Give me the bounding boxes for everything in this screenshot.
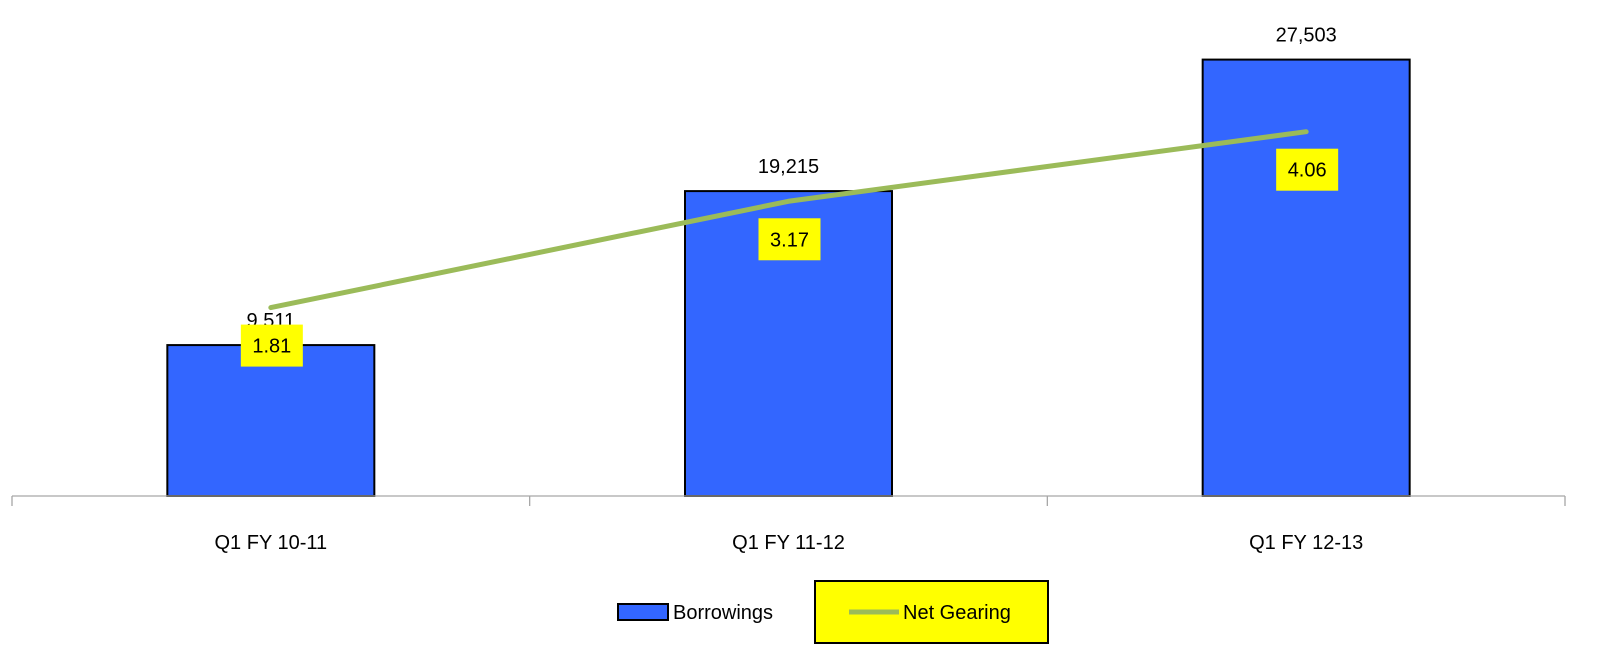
x-tick-label: Q1 FY 10-11: [215, 532, 328, 554]
bar-borrowings: [1201, 58, 1411, 497]
bar-data-label: 27,503: [1276, 25, 1337, 47]
line-data-label: 3.17: [770, 229, 809, 251]
legend-swatch-borrowings: [617, 603, 669, 621]
x-tick-label: Q1 FY 12-13: [1249, 532, 1363, 554]
line-data-label-box: [758, 218, 821, 261]
legend-label-net-gearing: Net Gearing: [903, 602, 1011, 624]
legend-label-borrowings: Borrowings: [673, 602, 773, 624]
x-tick-label: Q1 FY 11-12: [732, 532, 845, 554]
line-data-label-box: [240, 324, 303, 367]
line-data-label: 4.06: [1288, 160, 1327, 182]
line-data-label: 1.81: [252, 336, 291, 358]
bar-data-label: 19,215: [758, 156, 819, 178]
bar-borrowings: [166, 344, 376, 498]
line-data-label-box: [1276, 148, 1339, 191]
